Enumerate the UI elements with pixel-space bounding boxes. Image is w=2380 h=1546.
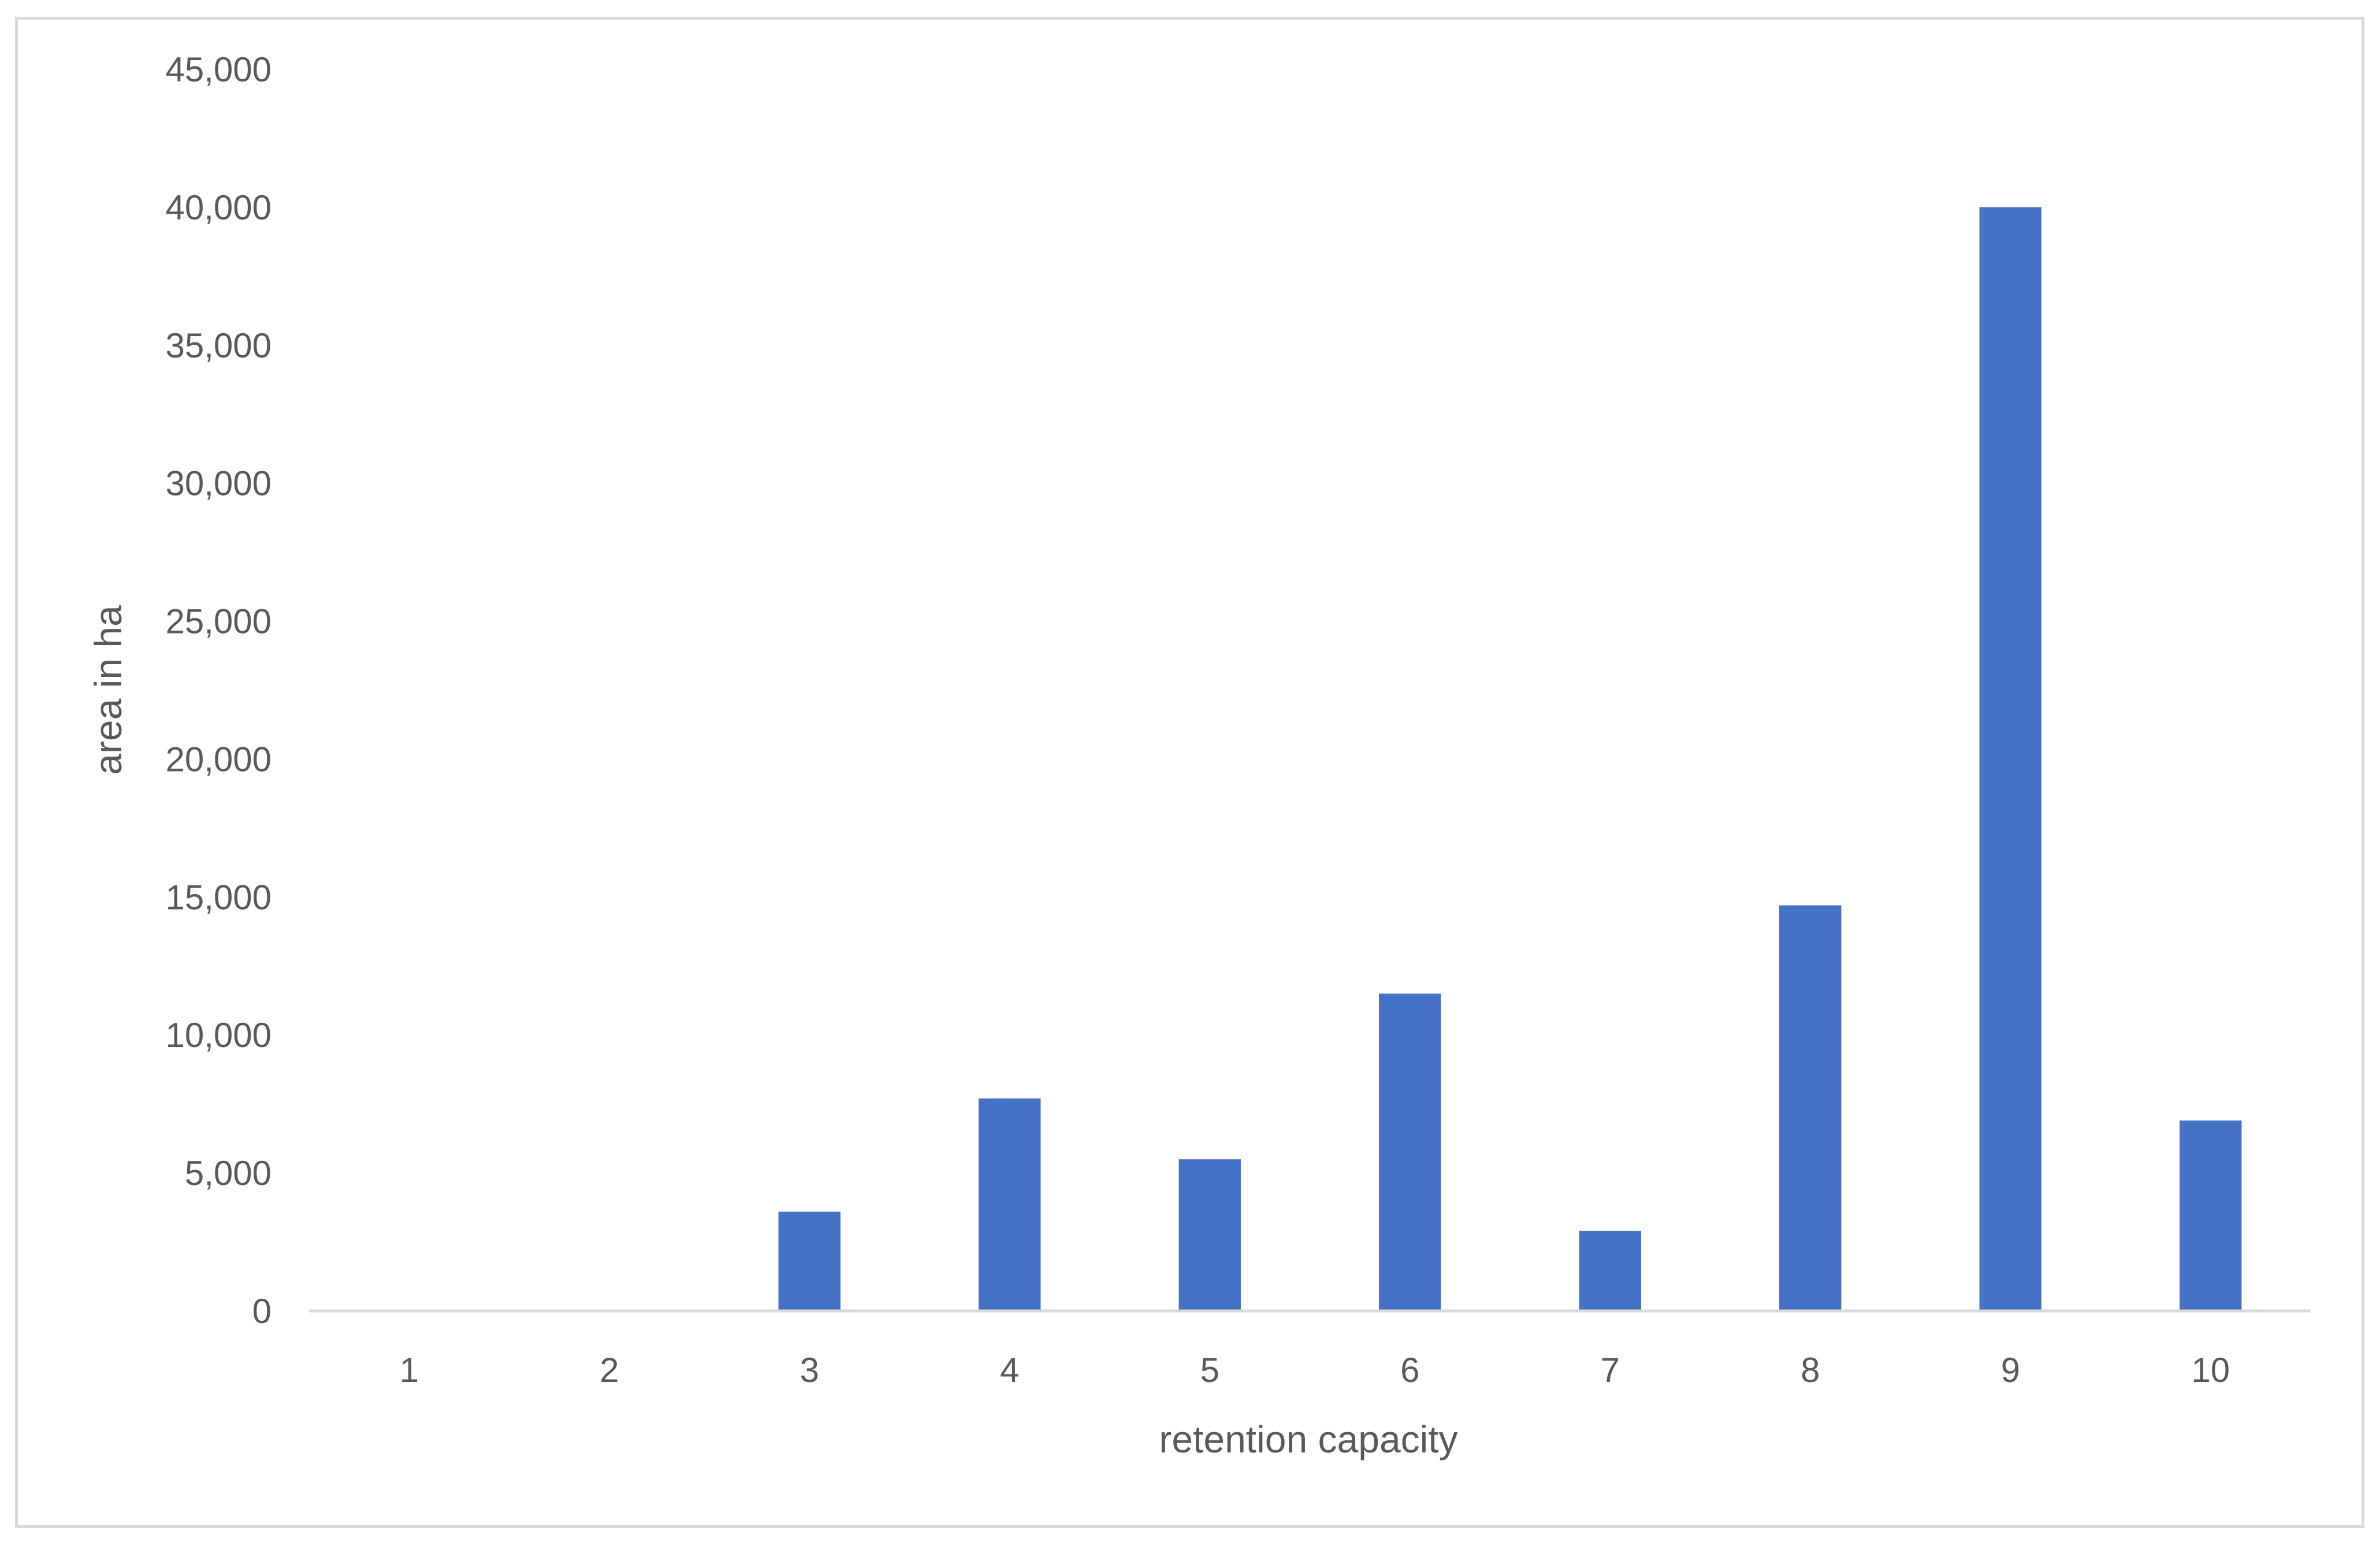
bar bbox=[1379, 993, 1441, 1311]
y-tick-label: 45,000 bbox=[165, 50, 272, 89]
bars bbox=[778, 207, 2242, 1311]
y-tick-label: 30,000 bbox=[165, 464, 272, 503]
x-tick-label: 3 bbox=[800, 1351, 819, 1389]
x-tick-label: 9 bbox=[2001, 1351, 2020, 1389]
x-axis-ticks: 1 2 3 4 5 6 7 8 9 10 bbox=[400, 1351, 2230, 1389]
y-tick-label: 15,000 bbox=[165, 878, 272, 917]
y-tick-label: 20,000 bbox=[165, 740, 272, 778]
x-tick-label: 1 bbox=[400, 1351, 419, 1389]
x-tick-label: 4 bbox=[1000, 1351, 1019, 1389]
y-tick-label: 40,000 bbox=[165, 188, 272, 227]
y-axis-ticks: 0 5,000 10,000 15,000 20,000 25,000 30,000 35,0… bbox=[165, 50, 272, 1331]
bar bbox=[979, 1098, 1041, 1311]
bar bbox=[1579, 1231, 1641, 1311]
bar bbox=[778, 1212, 841, 1311]
x-tick-label: 2 bbox=[600, 1351, 619, 1389]
y-tick-label: 25,000 bbox=[165, 602, 272, 641]
y-tick-label: 35,000 bbox=[165, 326, 272, 365]
x-axis-title: retention capacity bbox=[1159, 1418, 1457, 1461]
x-tick-label: 7 bbox=[1601, 1351, 1620, 1389]
bar bbox=[1779, 905, 1842, 1311]
bar bbox=[1178, 1159, 1241, 1311]
x-tick-label: 10 bbox=[2191, 1351, 2230, 1389]
x-tick-label: 8 bbox=[1801, 1351, 1820, 1389]
x-tick-label: 6 bbox=[1400, 1351, 1419, 1389]
y-tick-label: 5,000 bbox=[185, 1154, 272, 1193]
bar bbox=[1979, 207, 2041, 1311]
x-tick-label: 5 bbox=[1200, 1351, 1219, 1389]
y-axis-title: area in ha bbox=[87, 605, 129, 775]
y-tick-label: 0 bbox=[252, 1292, 272, 1331]
bar bbox=[2180, 1120, 2242, 1311]
y-tick-label: 10,000 bbox=[165, 1016, 272, 1055]
